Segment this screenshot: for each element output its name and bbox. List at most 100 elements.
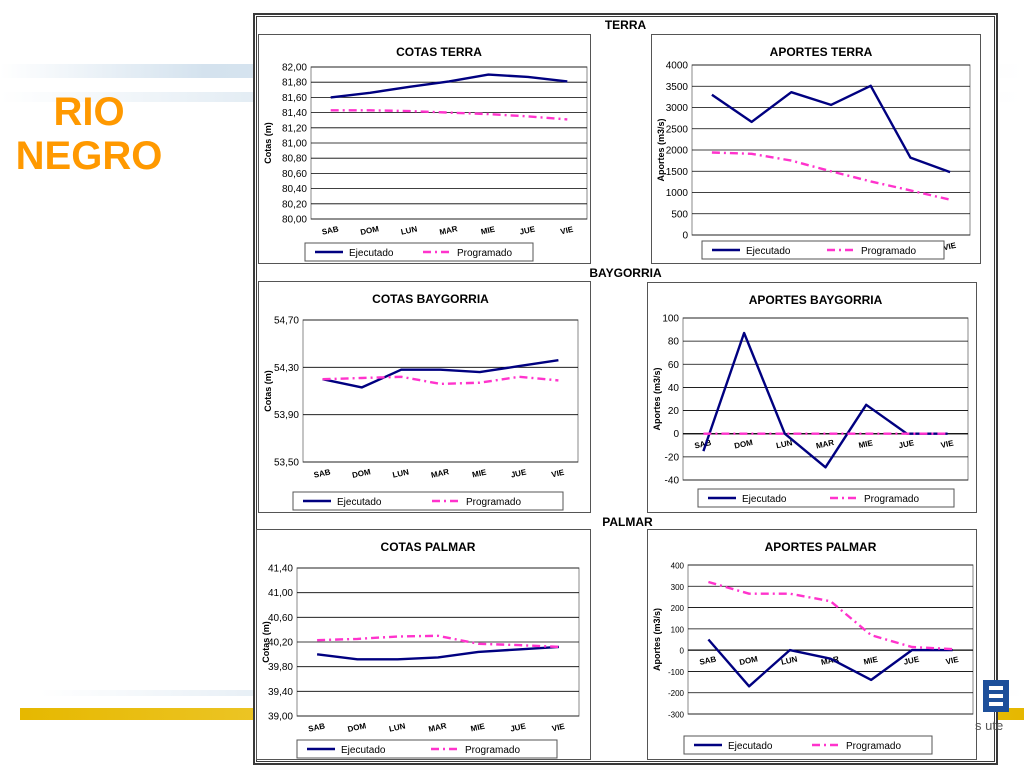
section-title-terra: TERRA	[604, 18, 647, 32]
y-tick-label: 0	[680, 647, 685, 656]
series-line-programado	[330, 109, 568, 121]
logo-text: s ute	[975, 718, 1004, 733]
chart-aportes-palmar: APORTES PALMAR -300 -200 -100 0 100 200 300 400 S…	[652, 540, 974, 755]
y-tick-label: 53,50	[274, 458, 299, 469]
section-title-baygorria: BAYGORRIA	[589, 266, 662, 280]
legend-label-ejecutado: Ejecutado	[341, 745, 386, 756]
y-axis-label: Cotas (m)	[263, 370, 273, 412]
legend-label-programado: Programado	[465, 745, 520, 756]
x-tick-label: JUE	[510, 721, 528, 733]
y-tick-label: 54,30	[274, 363, 299, 374]
legend-label-ejecutado: Ejecutado	[742, 494, 787, 505]
x-tick-label: VIE	[942, 241, 957, 253]
x-tick-label: LUN	[775, 438, 793, 450]
y-tick-label: 81,80	[282, 78, 307, 89]
chart-title: COTAS TERRA	[396, 45, 482, 59]
y-tick-label: 81,20	[282, 123, 307, 134]
x-tick-label: SAB	[321, 224, 340, 236]
y-tick-label: 82,00	[282, 63, 307, 74]
legend-label-ejecutado: Ejecutado	[728, 741, 773, 752]
y-tick-label: 4000	[666, 61, 689, 72]
legend-box	[683, 735, 933, 755]
y-tick-label: 39,00	[268, 712, 293, 723]
series-line-ejecutado	[316, 645, 559, 661]
x-tick-label: MIE	[470, 722, 486, 734]
chart-title: COTAS PALMAR	[381, 540, 476, 554]
y-tick-label: -20	[665, 452, 680, 463]
y-tick-label: 53,90	[274, 410, 299, 421]
y-tick-label: 80,60	[282, 169, 307, 180]
legend-label-ejecutado: Ejecutado	[746, 246, 791, 257]
y-tick-label: 80,20	[282, 199, 307, 210]
x-tick-label: DOM	[738, 654, 758, 667]
y-tick-label: 80,40	[282, 184, 307, 195]
x-tick-label: MAR	[430, 467, 450, 480]
chart-panel-cotas-baygorria: COTAS BAYGORRIA 53,50 53,90 54,30 54,70 SAB DO…	[258, 281, 591, 513]
y-axis-label: Cotas (m)	[263, 122, 273, 164]
x-tick-label: VIE	[940, 438, 955, 450]
y-tick-label: 0	[682, 231, 688, 242]
legend-label-ejecutado: Ejecutado	[349, 248, 394, 259]
y-tick-label: 54,70	[274, 316, 299, 327]
legend-label-programado: Programado	[846, 741, 901, 752]
series-line-ejecutado	[711, 84, 951, 174]
x-tick-label: LUN	[392, 467, 410, 479]
y-tick-label: 3000	[666, 103, 689, 114]
chart-aportes-terra: APORTES TERRA 0 500 1000 1500 2000 2500 3000 350…	[656, 45, 971, 260]
plot-area	[302, 319, 579, 463]
x-tick-label: DOM	[347, 721, 367, 734]
x-tick-label: MIE	[863, 655, 879, 667]
series-line-programado	[322, 375, 559, 386]
y-tick-label: 80,80	[282, 154, 307, 165]
section-title-palmar: PALMAR	[602, 515, 653, 529]
y-tick-label: 80,00	[282, 215, 307, 226]
series-line-ejecutado	[707, 638, 953, 688]
x-tick-label: LUN	[780, 655, 798, 667]
y-tick-label: 300	[671, 583, 685, 592]
y-tick-label: 81,40	[282, 108, 307, 119]
y-tick-label: 1000	[666, 188, 689, 199]
y-tick-label: 60	[668, 360, 680, 371]
y-tick-label: 80	[668, 337, 680, 348]
y-tick-label: 81,60	[282, 93, 307, 104]
y-axis-label: Cotas (m)	[261, 621, 271, 663]
chart-panel-aportes-terra: APORTES TERRA 0 500 1000 1500 2000 2500 3000 350…	[651, 34, 981, 264]
series-line-ejecutado	[330, 73, 568, 99]
legend-label-ejecutado: Ejecutado	[337, 497, 382, 508]
y-axis-label: Aportes (m3/s)	[652, 367, 662, 430]
y-tick-label: 1500	[666, 167, 689, 178]
page-title: RIO NEGRO	[14, 90, 164, 178]
chart-cotas-palmar: COTAS PALMAR 39,00 39,40 39,80 40,20 40,60 41,…	[261, 540, 580, 759]
y-tick-label: 39,80	[268, 662, 293, 673]
y-tick-label: 39,40	[268, 687, 293, 698]
legend-box	[296, 739, 558, 759]
y-axis-label: Aportes (m3/s)	[656, 118, 666, 181]
chart-cotas-baygorria: COTAS BAYGORRIA 53,50 53,90 54,30 54,70 SAB DO…	[263, 292, 579, 511]
x-tick-label: VIE	[560, 225, 575, 237]
legend-box	[292, 491, 564, 511]
ute-logo: s ute	[975, 680, 1024, 740]
x-tick-label: MIE	[480, 225, 496, 237]
chart-title: COTAS BAYGORRIA	[372, 292, 489, 306]
x-tick-label: VIE	[551, 468, 566, 480]
legend-label-programado: Programado	[861, 246, 916, 257]
y-tick-label: 81,00	[282, 139, 307, 150]
legend-box	[304, 242, 534, 262]
legend-label-programado: Programado	[466, 497, 521, 508]
x-tick-label: DOM	[360, 224, 380, 237]
x-tick-label: JUE	[898, 438, 916, 450]
series-line-programado	[317, 634, 559, 649]
y-tick-label: 41,40	[268, 564, 293, 575]
x-tick-label: VIE	[551, 722, 566, 734]
chart-panel-cotas-terra: COTAS TERRA 80,00 80,20 80,40 80,60 80,80 81,0…	[258, 34, 591, 264]
y-tick-label: 20	[668, 406, 680, 417]
y-tick-label: 100	[671, 625, 685, 634]
legend-label-programado: Programado	[864, 494, 919, 505]
y-tick-label: -40	[665, 476, 680, 487]
x-tick-label: SAB	[699, 654, 718, 666]
x-tick-label: MIE	[858, 438, 874, 450]
y-tick-label: 3500	[666, 82, 689, 93]
y-tick-label: 2500	[666, 124, 689, 135]
y-tick-label: -300	[668, 711, 685, 720]
